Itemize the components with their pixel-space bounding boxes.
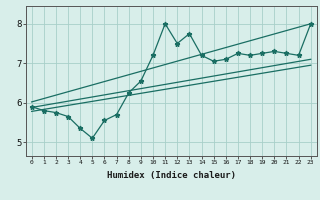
X-axis label: Humidex (Indice chaleur): Humidex (Indice chaleur): [107, 171, 236, 180]
